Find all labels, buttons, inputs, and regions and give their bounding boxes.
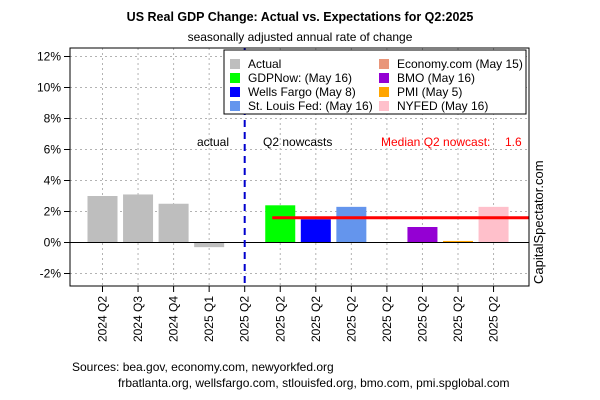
- legend-swatch: [379, 59, 389, 69]
- bar: [158, 203, 189, 243]
- median-value-label: 1.6: [505, 135, 522, 149]
- x-axis: 2024 Q2 2024 Q3 2024 Q4 2025 Q1 2025 Q2 2025 …: [96, 286, 501, 342]
- legend-swatch: [230, 87, 240, 97]
- y-tick-label: 2%: [44, 205, 62, 219]
- legend-swatch: [379, 87, 389, 97]
- legend-swatch: [230, 59, 240, 69]
- x-tick-label: 2024 Q2: [96, 296, 110, 342]
- sources-line-1: Sources: bea.gov, economy.com, newyorkfe…: [72, 360, 334, 374]
- y-tick-label: 8%: [44, 112, 62, 126]
- bar: [336, 206, 367, 243]
- x-tick-label: 2025 Q2: [415, 296, 429, 342]
- x-tick-label: 2025 Q2: [309, 296, 323, 342]
- legend-swatch: [379, 73, 389, 83]
- legend-label: Actual: [248, 57, 281, 71]
- x-tick-label: 2025 Q2: [344, 296, 358, 342]
- watermark: CapitalSpectator.com: [531, 160, 546, 284]
- bar: [300, 219, 331, 243]
- x-tick-label: 2025 Q2: [238, 296, 252, 342]
- legend-label: NYFED (May 16): [397, 99, 488, 113]
- annotation-actual: actual: [197, 135, 229, 149]
- y-tick-label: 0%: [44, 236, 62, 250]
- legend-swatch: [230, 73, 240, 83]
- legend: Actual Economy.com (May 15) GDPNow: (May 1…: [223, 49, 527, 115]
- legend-label: PMI (May 5): [397, 85, 462, 99]
- bar: [194, 242, 225, 248]
- legend-label: BMO (May 16): [397, 71, 475, 85]
- x-tick-label: 2025 Q2: [487, 296, 501, 342]
- sources-line-2: frbatlanta.org, wellsfargo.com, stlouisf…: [118, 376, 510, 390]
- bar: [478, 206, 509, 243]
- x-tick-label: 2025 Q2: [273, 296, 287, 342]
- bar: [407, 227, 438, 243]
- x-tick-label: 2025 Q2: [451, 296, 465, 342]
- x-tick-label: 2025 Q2: [380, 296, 394, 342]
- legend-box: [223, 49, 527, 115]
- legend-label: Economy.com (May 15): [397, 57, 523, 71]
- legend-swatch: [230, 101, 240, 111]
- bar: [443, 240, 473, 243]
- x-tick-label: 2025 Q1: [202, 296, 216, 342]
- plot-frame: [69, 47, 530, 287]
- y-tick-label: -2%: [40, 267, 62, 281]
- chart-title: US Real GDP Change: Actual vs. Expectati…: [127, 10, 474, 24]
- annotation-nowcasts: Q2 nowcasts: [263, 135, 332, 149]
- legend-label: St. Louis Fed: (May 16): [248, 99, 373, 113]
- y-axis: -2% 0% 2% 4% 6% 8% 10% 12%: [37, 50, 70, 281]
- legend-label: Wells Fargo (May 8): [248, 85, 356, 99]
- chart-subtitle: seasonally adjusted annual rate of chang…: [188, 30, 413, 44]
- y-tick-label: 10%: [37, 81, 61, 95]
- x-tick-label: 2024 Q3: [131, 296, 145, 342]
- bar: [123, 194, 154, 243]
- y-tick-label: 12%: [37, 50, 61, 64]
- median-label: Median Q2 nowcast:: [381, 135, 490, 149]
- legend-label: GDPNow: (May 16): [248, 71, 352, 85]
- y-tick-label: 6%: [44, 143, 62, 157]
- y-tick-label: 4%: [44, 174, 62, 188]
- x-tick-label: 2024 Q4: [167, 296, 181, 342]
- bar: [87, 196, 118, 243]
- bars: [87, 194, 509, 248]
- legend-swatch: [379, 101, 389, 111]
- bar: [265, 205, 296, 243]
